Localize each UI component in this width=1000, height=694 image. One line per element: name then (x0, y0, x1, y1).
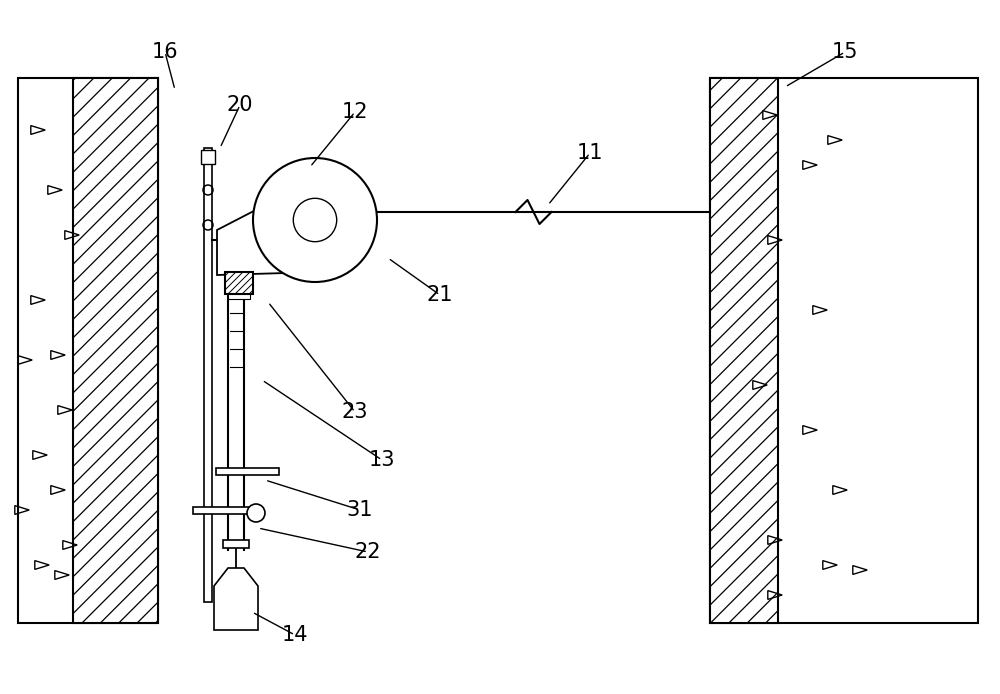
Bar (18, 78, 158, 623)
Text: 21: 21 (427, 285, 453, 305)
Bar (710, 78, 778, 623)
Bar (216, 468, 279, 475)
Text: 13: 13 (369, 450, 395, 470)
Text: 23: 23 (342, 402, 368, 422)
Polygon shape (217, 189, 296, 275)
Text: 31: 31 (347, 500, 373, 520)
Text: 22: 22 (355, 542, 381, 562)
Text: 14: 14 (282, 625, 308, 645)
Bar (710, 78, 978, 623)
Bar (73, 78, 158, 623)
Circle shape (247, 504, 265, 522)
Text: 20: 20 (227, 95, 253, 115)
Bar (223, 540, 249, 548)
Text: 11: 11 (577, 143, 603, 163)
Bar (193, 507, 256, 514)
Text: 16: 16 (152, 42, 178, 62)
Text: 12: 12 (342, 102, 368, 122)
Bar (201, 150, 215, 164)
Text: 15: 15 (832, 42, 858, 62)
Bar (204, 148, 212, 602)
Circle shape (253, 158, 377, 282)
Polygon shape (214, 568, 258, 630)
Bar (225, 272, 253, 294)
Bar (228, 294, 250, 299)
